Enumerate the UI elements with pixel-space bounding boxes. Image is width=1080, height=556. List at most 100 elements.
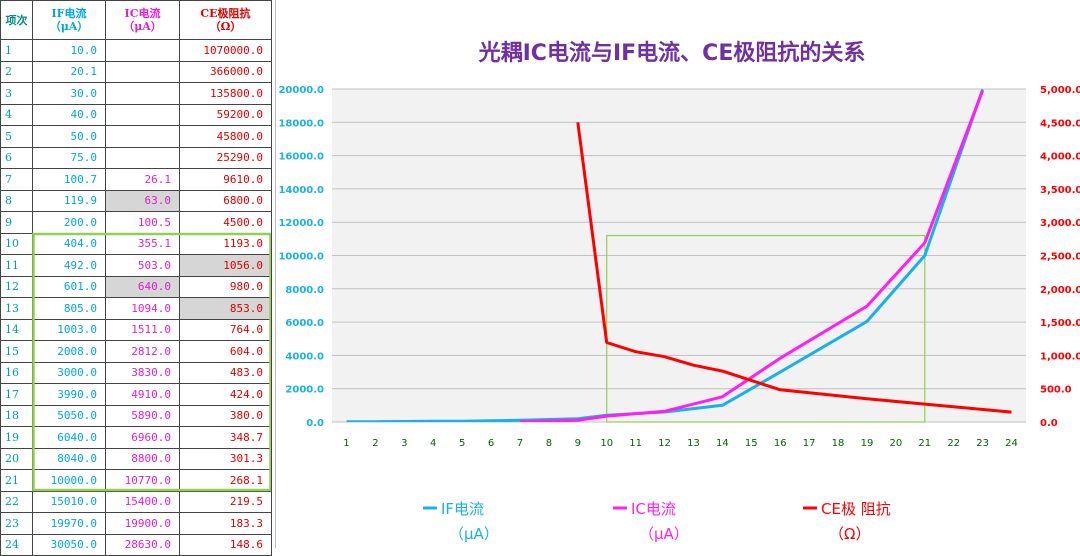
left-tick-label: 12000.0 [278, 218, 324, 229]
cell-ce: 301.3 [179, 447, 272, 470]
x-tick-label: 5 [459, 438, 465, 449]
table-row: 21 10000.0 10770.0 268.1 [0, 469, 272, 492]
cell-if: 30050.0 [32, 533, 106, 556]
cell-ic [105, 146, 180, 169]
cell-ic: 4910.0 [105, 383, 180, 406]
cell-ic: 100.5 [105, 211, 180, 234]
cell-ic: 10770.0 [105, 469, 180, 492]
x-tick-label: 23 [976, 438, 989, 449]
table-row: 19 6040.0 6960.0 348.7 [0, 426, 272, 449]
cell-ic: 15400.0 [105, 490, 180, 513]
row-index: 16 [0, 361, 33, 384]
table-body: 1 10.0 1070000.0 2 20.1 366000.0 3 30.0 135800.0… [0, 39, 272, 556]
table-row: 15 2008.0 2812.0 604.0 [0, 340, 272, 363]
series-line-0 [346, 89, 985, 422]
cell-ce: 380.0 [179, 404, 272, 427]
series-line-2 [576, 122, 1012, 414]
table-row: 13 805.0 1094.0 853.0 [0, 297, 272, 320]
row-index: 22 [0, 490, 33, 513]
table-row: 10 404.0 355.1 1193.0 [0, 232, 272, 255]
cell-if: 1003.0 [32, 318, 106, 341]
table-row: 23 19970.0 19900.0 183.3 [0, 512, 272, 535]
cell-ce: 853.0 [179, 297, 272, 320]
right-tick-label: 1,500.0 [1040, 318, 1080, 329]
cell-ce: 148.6 [179, 533, 272, 556]
x-tick-label: 12 [658, 438, 671, 449]
row-index: 15 [0, 340, 33, 363]
cell-if: 20.1 [32, 60, 106, 83]
cell-ce: 483.0 [179, 361, 272, 384]
row-index: 20 [0, 447, 33, 470]
row-index: 7 [0, 168, 33, 191]
x-tick-label: 7 [517, 438, 523, 449]
row-index: 5 [0, 125, 33, 148]
cell-ce: 9610.0 [179, 168, 272, 191]
cell-ic: 63.0 [105, 189, 180, 212]
cell-if: 492.0 [32, 254, 106, 277]
x-tick-label: 22 [947, 438, 960, 449]
x-tick-label: 19 [861, 438, 874, 449]
chart-highlight-box [606, 234, 926, 423]
left-tick-label: 16000.0 [278, 152, 324, 163]
x-tick-label: 14 [716, 438, 729, 449]
right-tick-label: 0.0 [1040, 418, 1058, 429]
cell-ce: 135800.0 [179, 82, 272, 105]
table-row: 2 20.1 366000.0 [0, 60, 272, 83]
cell-ce: 6800.0 [179, 189, 272, 212]
chart-svg: 光耦IC电流与IF电流、CE极阻抗的关系 0.0 2000.0 4000.0 6000… [278, 40, 1080, 543]
cell-if: 6040.0 [32, 426, 106, 449]
header-if: IF电流 （μA） [32, 0, 106, 40]
cell-ic: 640.0 [105, 275, 180, 298]
row-index: 3 [0, 82, 33, 105]
cell-if: 10000.0 [32, 469, 106, 492]
cell-if: 50.0 [32, 125, 106, 148]
cell-ce: 1193.0 [179, 232, 272, 255]
left-tick-label: 8000.0 [285, 285, 324, 296]
left-tick-label: 4000.0 [285, 351, 324, 362]
left-tick-label: 20000.0 [278, 85, 324, 96]
cell-ic [105, 125, 180, 148]
row-index: 12 [0, 275, 33, 298]
x-tick-label: 8 [546, 438, 552, 449]
x-tick-label: 18 [832, 438, 845, 449]
left-tick-label: 2000.0 [285, 385, 324, 396]
left-tick-label: 18000.0 [278, 118, 324, 129]
x-tick-label: 21 [918, 438, 931, 449]
cell-ce: 25290.0 [179, 146, 272, 169]
left-tick-label: 14000.0 [278, 185, 324, 196]
table-row: 24 30050.0 28630.0 148.6 [0, 533, 272, 556]
cell-ic: 8800.0 [105, 447, 180, 470]
cell-ce: 1056.0 [179, 254, 272, 277]
cell-if: 8040.0 [32, 447, 106, 470]
table-row: 20 8040.0 8800.0 301.3 [0, 447, 272, 470]
header-ce: CE极阻抗 （Ω） [179, 0, 272, 40]
cell-ce: 183.3 [179, 512, 272, 535]
row-index: 10 [0, 232, 33, 255]
row-index: 11 [0, 254, 33, 277]
cell-ce: 59200.0 [179, 103, 272, 126]
x-tick-label: 13 [687, 438, 700, 449]
right-tick-label: 4,000.0 [1040, 152, 1080, 163]
cell-if: 5050.0 [32, 404, 106, 427]
right-tick-label: 2,500.0 [1040, 252, 1080, 263]
cell-ic: 355.1 [105, 232, 180, 255]
legend-label: IF电流 [441, 500, 484, 518]
cell-if: 19970.0 [32, 512, 106, 535]
cell-ic: 1511.0 [105, 318, 180, 341]
cell-ic [105, 82, 180, 105]
table-header-row: 项次 IF电流 （μA） IC电流 （μA） CE极阻抗 （Ω） [0, 0, 272, 40]
x-tick-label: 1 [343, 438, 349, 449]
table-row: 3 30.0 135800.0 [0, 82, 272, 105]
table-row: 12 601.0 640.0 980.0 [0, 275, 272, 298]
table-row: 11 492.0 503.0 1056.0 [0, 254, 272, 277]
series-line-1 [519, 90, 985, 422]
x-tick-label: 2 [372, 438, 378, 449]
cell-if: 601.0 [32, 275, 106, 298]
right-tick-label: 3,000.0 [1040, 218, 1080, 229]
row-index: 13 [0, 297, 33, 320]
cell-ic: 1094.0 [105, 297, 180, 320]
row-index: 18 [0, 404, 33, 427]
table-row: 18 5050.0 5890.0 380.0 [0, 404, 272, 427]
cell-ic: 5890.0 [105, 404, 180, 427]
cell-ce: 45800.0 [179, 125, 272, 148]
